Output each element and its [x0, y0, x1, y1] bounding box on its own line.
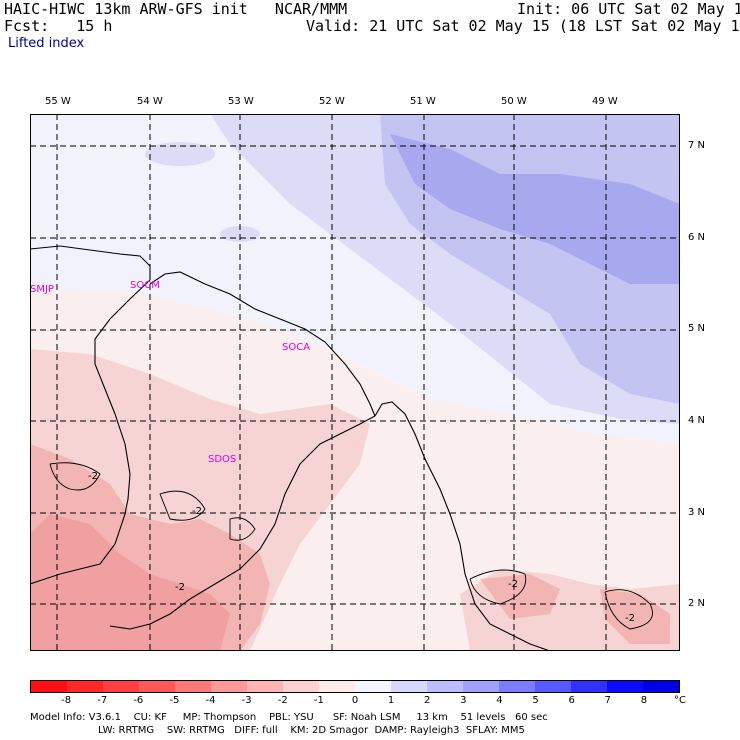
field-red-region	[480, 574, 560, 619]
colorbar-swatch	[607, 681, 643, 692]
station-label: SOCA	[282, 342, 310, 353]
colorbar-tick-label: 0	[351, 695, 359, 706]
colorbar-swatch	[31, 681, 67, 692]
colorbar-tick-label: -8	[61, 695, 72, 706]
colorbar-swatch	[391, 681, 427, 692]
colorbar	[30, 680, 680, 693]
field-blue-patch	[145, 142, 215, 166]
colorbar-swatch	[355, 681, 391, 692]
colorbar-tick-label: -1	[313, 695, 324, 706]
field-deepred-region	[30, 514, 230, 651]
lon-label: 54 W	[137, 96, 163, 107]
model-info-line1: Model Info: V3.6.1 CU: KF MP: Thompson P…	[30, 712, 548, 723]
colorbar-tick-label: 3	[460, 695, 467, 706]
colorbar-tick-label: -7	[97, 695, 108, 706]
colorbar-swatch	[427, 681, 463, 692]
station-label: SDOS	[208, 454, 236, 465]
lon-label: 51 W	[410, 96, 436, 107]
field-title: Lifted index	[8, 36, 85, 51]
colorbar-swatch	[643, 681, 679, 692]
colorbar-swatch	[247, 681, 283, 692]
lat-label: 5 N	[688, 323, 706, 334]
lat-label: 4 N	[688, 415, 706, 426]
colorbar-tick-label: -4	[205, 695, 216, 706]
colorbar-swatch	[463, 681, 499, 692]
colorbar-tick-label: -6	[133, 695, 144, 706]
colorbar-tick-label: -2	[277, 695, 288, 706]
field-red-region	[600, 589, 670, 644]
colorbar-tick-label: -5	[169, 695, 180, 706]
colorbar-tick-label: 6	[568, 695, 575, 706]
field-darkblue-region	[390, 134, 680, 284]
contour-label: -2	[175, 582, 185, 593]
colorbar-swatch	[535, 681, 571, 692]
colorbar-tick-label: 7	[604, 695, 611, 706]
colorbar-swatch	[175, 681, 211, 692]
contour-minus2	[49, 462, 653, 630]
contour-label: -2	[508, 579, 518, 590]
colorbar-swatch	[571, 681, 607, 692]
station-label: SOCM	[130, 280, 160, 291]
lat-label: 6 N	[688, 232, 706, 243]
coastline	[30, 245, 551, 651]
header-line1-left: HAIC-HIWC 13km ARW-GFS init NCAR/MMM	[4, 0, 348, 18]
colorbar-tick-label: 8	[640, 695, 648, 706]
colorbar-swatch	[319, 681, 355, 692]
colorbar-tick-label: 4	[496, 695, 503, 706]
contour-label: -2	[192, 506, 202, 517]
lat-label: 7 N	[688, 140, 706, 151]
model-info-line2: LW: RRTMG SW: RRTMG DIFF: full KM: 2D Sm…	[98, 725, 525, 736]
colorbar-swatch	[499, 681, 535, 692]
lifted-index-map: SMJP SOCM SOCA SDOS -2 -2 -2 -2 -2	[30, 114, 680, 651]
lon-label: 53 W	[228, 96, 254, 107]
colorbar-unit: °C	[674, 695, 686, 706]
header-line2-left: Fcst: 15 h	[4, 17, 113, 35]
contour-label: -2	[88, 471, 98, 482]
colorbar-tick-label: 5	[532, 695, 539, 706]
lat-label: 3 N	[688, 507, 706, 518]
colorbar-swatch	[139, 681, 175, 692]
station-label: SMJP	[30, 284, 54, 295]
colorbar-tick-label: -3	[241, 695, 252, 706]
latlon-grid	[30, 114, 680, 651]
lon-label: 52 W	[319, 96, 345, 107]
header-line1-right: Init: 06 UTC Sat 02 May 15	[517, 0, 740, 18]
header-line2-right: Valid: 21 UTC Sat 02 May 15 (18 LST Sat …	[306, 17, 740, 35]
colorbar-swatch	[103, 681, 139, 692]
lat-label: 2 N	[688, 598, 706, 609]
lon-label: 50 W	[501, 96, 527, 107]
lon-label: 49 W	[592, 96, 618, 107]
colorbar-tick-label: 1	[387, 695, 395, 706]
colorbar-swatch	[283, 681, 319, 692]
colorbar-swatch	[67, 681, 103, 692]
map-svg: SMJP SOCM SOCA SDOS -2 -2 -2 -2 -2	[30, 114, 680, 651]
colorbar-tick-label: 2	[424, 695, 431, 706]
colorbar-swatch	[211, 681, 247, 692]
contour-label: -2	[625, 613, 635, 624]
lon-label: 55 W	[45, 96, 71, 107]
map-frame	[30, 114, 680, 651]
